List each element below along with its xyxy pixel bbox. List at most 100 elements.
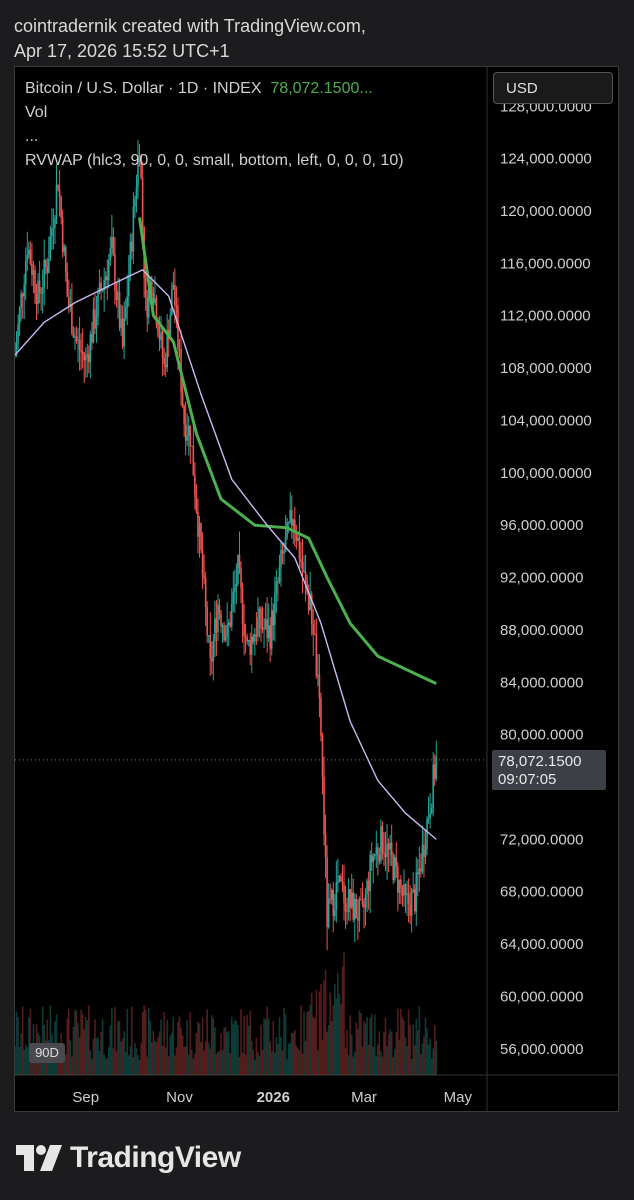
candle-body (106, 276, 109, 281)
candle-body (23, 284, 26, 297)
candle-body (333, 909, 336, 916)
volume-bar (337, 972, 339, 1075)
volume-bar (98, 1051, 101, 1075)
volume-bar (218, 1050, 221, 1075)
candle-body (389, 842, 391, 850)
candle-body (32, 270, 35, 276)
chart-frame[interactable]: 128,000.0000 124,000.0000 120,000.0000 116,… (14, 66, 619, 1112)
candle-body (298, 537, 301, 560)
candle-body (220, 613, 222, 627)
x-tick-label: Nov (166, 1089, 193, 1106)
range-90d-button[interactable]: 90D (29, 1043, 65, 1063)
volume-bar (20, 1033, 22, 1075)
candle-body (367, 880, 370, 892)
candle-body (215, 618, 218, 633)
candle-body (83, 353, 85, 361)
candle-body (243, 624, 245, 637)
volume-bar (200, 1042, 202, 1075)
candle-body (132, 206, 135, 252)
volume-bar (343, 951, 345, 1075)
volume-bar (100, 1031, 102, 1075)
price-chart[interactable]: 128,000.0000124,000.0000120,000.0000116,… (15, 67, 618, 1111)
volume-bar (220, 1033, 222, 1075)
volume-bar (397, 1008, 399, 1075)
volume-bar (269, 1041, 272, 1075)
volume-bar (307, 1010, 310, 1075)
candle-body (124, 307, 127, 319)
footer-brand: TradingView (16, 1140, 241, 1176)
last-price-value: 78,072.1500 (498, 752, 582, 770)
volume-bar (420, 1053, 422, 1075)
candle-body (387, 843, 390, 850)
volume-bar (270, 1051, 273, 1075)
volume-bar (120, 1041, 122, 1075)
legend-vol[interactable]: Vol (25, 104, 48, 121)
volume-bar (264, 1019, 267, 1075)
candle-body (57, 184, 59, 190)
candle-body (38, 280, 41, 293)
candle-body (126, 296, 129, 308)
volume-bar (83, 1029, 85, 1075)
candle-body (413, 889, 416, 912)
candle-body (43, 259, 46, 288)
volume-bar (329, 992, 331, 1075)
volume-bar (117, 1021, 119, 1075)
candle-body (86, 354, 89, 357)
candle-body (158, 335, 161, 341)
candle-body (21, 293, 24, 297)
volume-bar (352, 1056, 355, 1075)
candle-body (197, 511, 199, 537)
volume-bar (300, 1005, 302, 1075)
volume-bar (91, 1058, 93, 1075)
volume-bar (181, 1035, 184, 1075)
candle-body (386, 843, 388, 858)
volume-bar (132, 1057, 135, 1075)
candle-body (40, 292, 42, 294)
candle-body (60, 196, 62, 218)
volume-bar (114, 1006, 116, 1075)
legend-indicator[interactable]: RVWAP (hlc3, 90, 0, 0, small, bottom, le… (25, 152, 404, 169)
candle-body (246, 637, 248, 642)
candle-body (337, 882, 339, 884)
volume-bar (223, 1027, 225, 1075)
candle-body (226, 624, 228, 637)
candle-body (24, 260, 27, 285)
volume-bar (183, 1046, 185, 1075)
candle-body (44, 259, 47, 267)
volume-bar (369, 1018, 371, 1075)
candle-body (77, 339, 79, 341)
candle-body (175, 305, 178, 307)
last-price-tag: 78,072.1500 09:07:05 (492, 749, 606, 790)
volume-bar (430, 1058, 433, 1075)
volume-bar (250, 1040, 253, 1075)
volume-bar (230, 1016, 233, 1075)
volume-bar (344, 1048, 347, 1075)
candle-body (357, 918, 359, 921)
volume-bar (221, 1050, 224, 1075)
volume-bar (423, 1036, 425, 1075)
candle-body (20, 293, 22, 308)
volume-bar (407, 1009, 410, 1075)
candle-body (415, 872, 418, 912)
candle-body (235, 583, 238, 588)
volume-bar (406, 1046, 408, 1075)
x-tick-label: Sep (72, 1089, 99, 1106)
candle-body (424, 849, 427, 857)
volume-bar (77, 1022, 79, 1075)
candle-body (26, 254, 29, 261)
candle-body (201, 550, 204, 576)
volume-bar (155, 1041, 158, 1075)
volume-bar (395, 1031, 398, 1075)
volume-bar (92, 1038, 95, 1075)
volume-bar (240, 1009, 242, 1075)
volume-bar (224, 1026, 227, 1075)
candle-body (300, 559, 302, 563)
currency-button[interactable]: USD (493, 72, 613, 104)
candle-body (361, 899, 364, 904)
legend-more[interactable]: ... (25, 128, 39, 145)
candle-body (353, 898, 356, 920)
candle-body (164, 364, 167, 368)
volume-bar (435, 1040, 438, 1075)
candle-body (140, 156, 142, 178)
candle-body (346, 911, 348, 913)
